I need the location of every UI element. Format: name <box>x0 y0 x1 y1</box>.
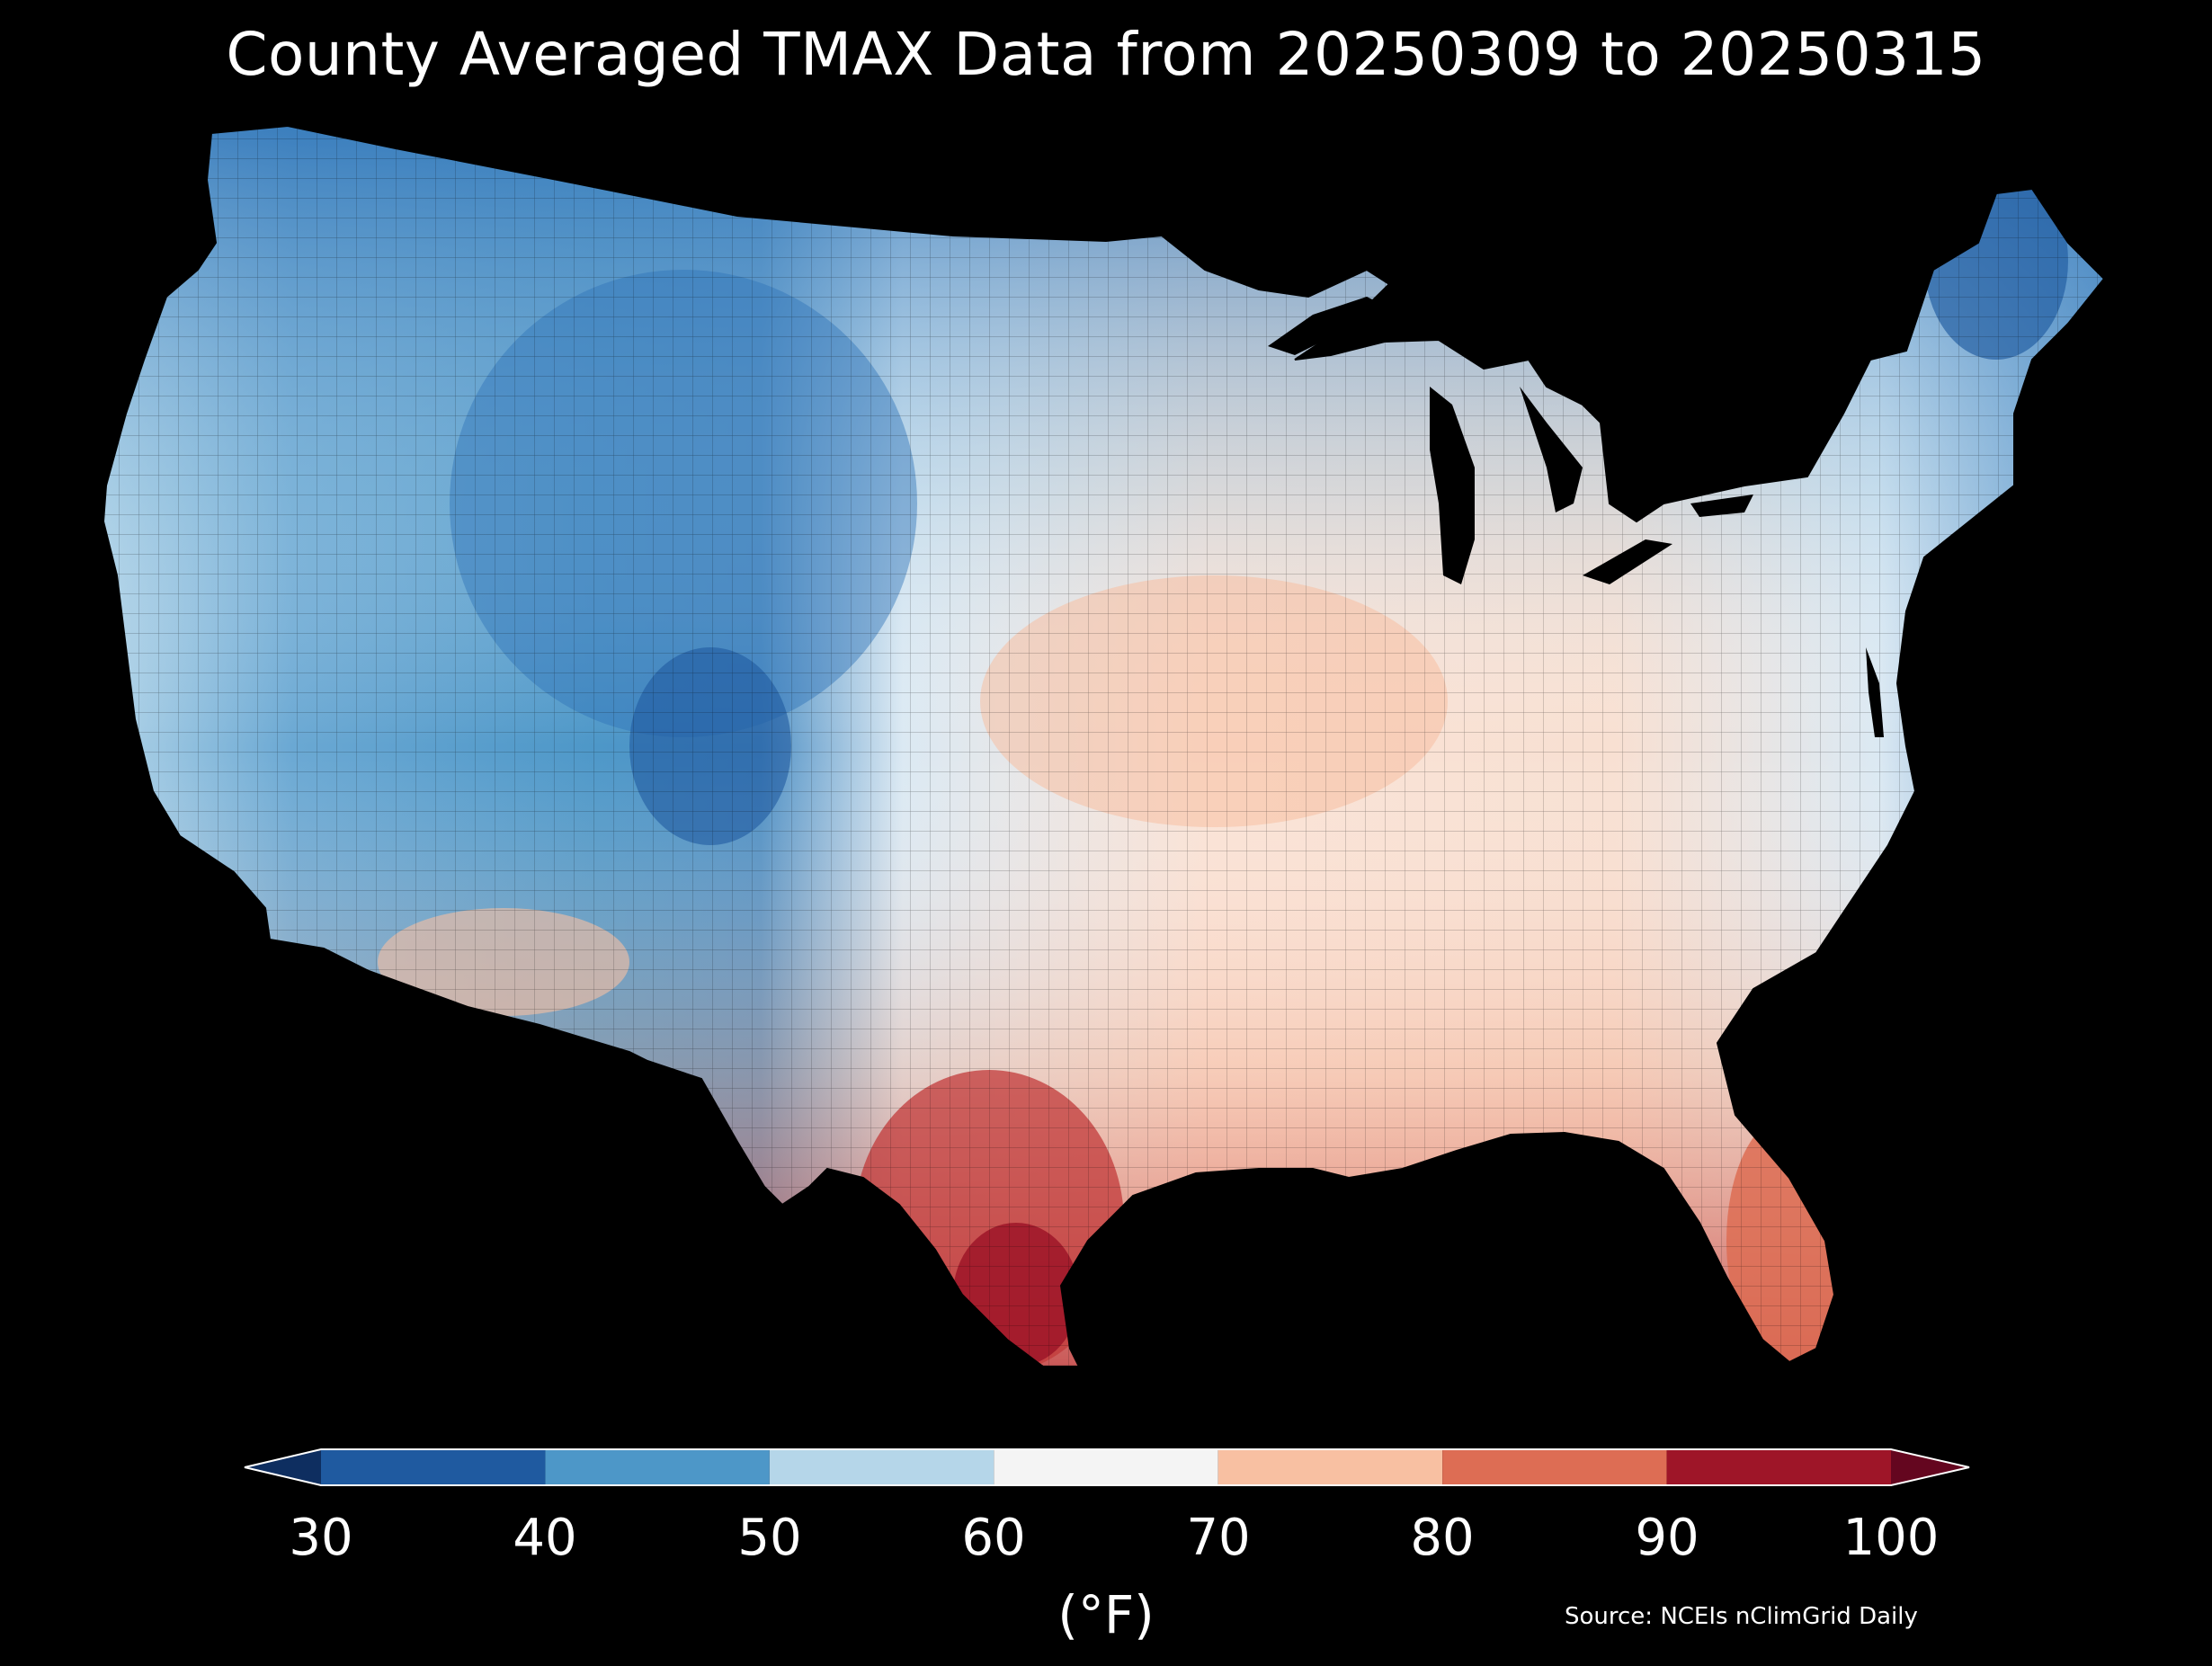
colorbar-outline <box>244 1448 1970 1486</box>
colorbar-over-triangle <box>1891 1449 1969 1485</box>
lake-ontario <box>1690 494 1753 517</box>
colorbar-bin-80-90 <box>1442 1449 1667 1485</box>
colorbar-tick-label: 90 <box>1635 1509 1699 1567</box>
colorbar-tick-label: 70 <box>1186 1509 1251 1567</box>
colorbar-tick-label: 100 <box>1842 1509 1940 1567</box>
lake-michigan <box>1430 387 1475 584</box>
chesapeake-bay <box>1866 647 1884 737</box>
lake-superior <box>1268 297 1385 355</box>
colorbar-tick-label: 60 <box>961 1509 1026 1567</box>
colorbar-bin-50-60 <box>769 1449 995 1485</box>
map-title: County Averaged TMAX Data from 20250309 … <box>226 20 1986 89</box>
lake-huron <box>1520 387 1583 512</box>
colorbar-tick-label: 40 <box>513 1509 577 1567</box>
colorbar-tick-label: 80 <box>1410 1509 1475 1567</box>
colorbar-bin-60-70 <box>994 1449 1218 1485</box>
colorbar-bin-70-80 <box>1217 1449 1443 1485</box>
colorbar-under-triangle <box>245 1449 321 1485</box>
colorbar-tick-label: 50 <box>737 1509 802 1567</box>
colorbar-bin-40-50 <box>545 1449 770 1485</box>
colorbar-units-label: (°F) <box>1057 1584 1155 1645</box>
lake-erie <box>1583 539 1672 584</box>
source-credit: Source: NCEIs nClimGrid Daily <box>1565 1603 1918 1630</box>
colorbar-tick-label: 30 <box>289 1509 353 1567</box>
colorbar-bin-30-40 <box>321 1449 546 1485</box>
colorbar-bin-90-100 <box>1666 1449 1891 1485</box>
